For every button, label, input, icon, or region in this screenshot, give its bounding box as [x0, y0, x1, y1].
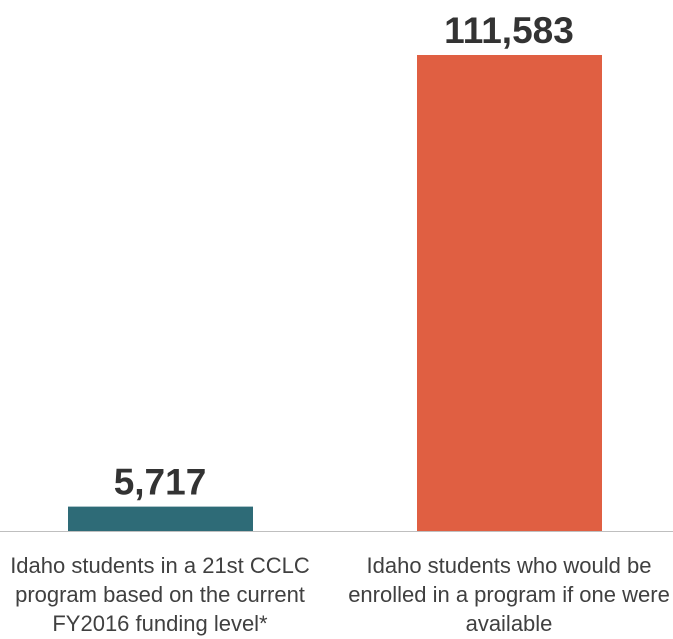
- category-label-line: program based on the current: [15, 582, 305, 607]
- value-labels-group: 5,717 111,583: [114, 10, 574, 503]
- data-label-2: 111,583: [444, 10, 574, 51]
- category-label-line: Idaho students in a 21st CCLC: [10, 553, 310, 578]
- data-label-1: 5,717: [114, 462, 207, 503]
- category-label-line: Idaho students who would be: [367, 553, 652, 578]
- category-label-2: Idaho students who would be enrolled in a…: [348, 553, 670, 636]
- category-label-line: available: [466, 611, 553, 636]
- category-label-line: enrolled in a program if one were: [348, 582, 670, 607]
- bar-1: [68, 506, 253, 531]
- bar-2: [417, 55, 602, 531]
- category-label-line: FY2016 funding level*: [52, 611, 268, 636]
- category-label-1: Idaho students in a 21st CCLC program bas…: [10, 553, 310, 636]
- bars-group: [68, 55, 602, 531]
- category-labels-group: Idaho students in a 21st CCLC program bas…: [10, 553, 670, 636]
